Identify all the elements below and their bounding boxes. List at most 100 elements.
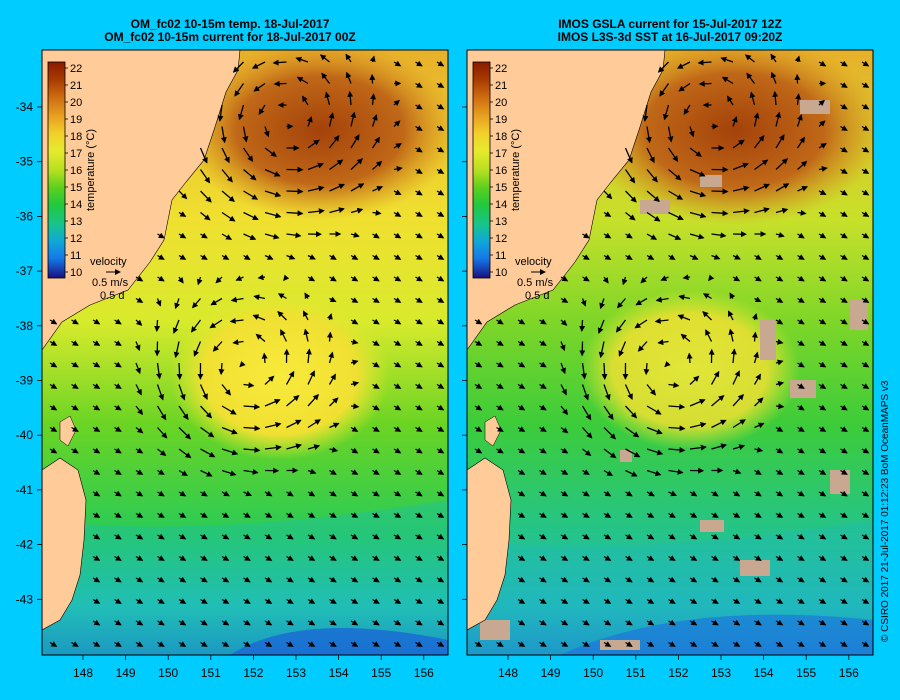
- current-arrow: [307, 419, 321, 429]
- current-arrow: [178, 576, 187, 583]
- current-arrow: [200, 598, 208, 604]
- current-arrow: [114, 641, 122, 647]
- current-arrow: [436, 189, 445, 196]
- current-arrow: [92, 641, 101, 647]
- current-arrow: [415, 619, 423, 626]
- current-arrow: [689, 398, 706, 407]
- current-arrow: [634, 319, 648, 329]
- current-arrow: [582, 576, 590, 583]
- current-arrow: [372, 490, 380, 497]
- current-arrow: [560, 512, 569, 518]
- current-arrow: [646, 448, 664, 456]
- current-arrow: [818, 211, 827, 217]
- current-arrow: [114, 512, 122, 518]
- current-arrow: [157, 576, 165, 583]
- current-arrow: [754, 533, 762, 540]
- current-arrow: [302, 310, 309, 321]
- current-arrow: [560, 384, 567, 396]
- current-arrow: [200, 533, 208, 540]
- current-arrow: [286, 598, 294, 604]
- current-arrow: [328, 351, 334, 364]
- current-arrow: [243, 446, 261, 453]
- current-arrow: [307, 393, 319, 407]
- velocity-speed: 0.5 m/s: [92, 277, 129, 289]
- current-arrow: [560, 469, 569, 475]
- current-arrow: [732, 370, 740, 385]
- right-map: [467, 50, 873, 655]
- current-arrow: [200, 211, 211, 221]
- current-arrow: [667, 126, 674, 143]
- current-arrow: [539, 533, 547, 540]
- current-arrow: [840, 404, 848, 411]
- current-arrow: [415, 82, 423, 88]
- current-arrow: [560, 555, 569, 561]
- current-arrow: [114, 383, 122, 389]
- current-arrow: [775, 254, 784, 260]
- current-arrow: [797, 297, 805, 303]
- current-arrow: [601, 362, 608, 380]
- current-arrow: [393, 490, 402, 497]
- current-arrow: [178, 533, 187, 540]
- current-arrow: [582, 512, 590, 518]
- current-arrow: [775, 447, 784, 454]
- current-arrow: [92, 318, 101, 325]
- current-arrow: [243, 598, 251, 604]
- current-arrow: [329, 159, 344, 171]
- current-arrow: [560, 405, 569, 416]
- current-arrow: [797, 490, 805, 497]
- current-arrow: [840, 297, 848, 303]
- colorbar-tick-label: 12: [70, 233, 82, 245]
- current-arrow: [307, 555, 316, 561]
- velocity-duration: 0.5 d: [525, 290, 549, 302]
- australia-coast-left: [42, 50, 241, 351]
- current-arrow: [580, 362, 587, 380]
- current-arrow: [797, 576, 805, 583]
- current-arrow: [221, 448, 239, 456]
- current-arrow: [369, 55, 376, 63]
- current-arrow: [702, 310, 712, 321]
- current-arrow: [415, 189, 423, 196]
- current-arrow: [840, 598, 848, 604]
- current-arrow: [307, 598, 316, 604]
- current-arrow: [302, 95, 309, 106]
- current-arrow: [264, 444, 282, 451]
- current-arrow: [474, 318, 483, 325]
- current-arrow: [625, 641, 633, 647]
- current-arrow: [581, 384, 590, 401]
- current-arrow: [582, 641, 590, 647]
- current-arrow: [668, 512, 676, 518]
- current-arrow: [326, 331, 333, 342]
- current-arrow: [517, 619, 526, 626]
- current-arrow: [350, 619, 359, 626]
- current-arrow: [199, 384, 208, 400]
- current-arrow: [797, 254, 805, 260]
- current-arrow: [217, 104, 224, 122]
- current-arrow: [415, 297, 423, 303]
- current-arrow: [243, 425, 261, 432]
- current-arrow: [242, 126, 249, 143]
- current-arrow: [840, 189, 848, 196]
- colorbar-tick-label: 20: [70, 97, 82, 109]
- current-arrow: [221, 254, 230, 260]
- current-arrow: [861, 512, 870, 518]
- current-arrow: [668, 233, 682, 240]
- current-arrow: [200, 232, 208, 239]
- current-arrow: [436, 254, 445, 260]
- current-arrow: [155, 362, 162, 380]
- current-arrow: [517, 555, 526, 561]
- current-arrow: [307, 185, 325, 192]
- current-arrow: [727, 310, 734, 321]
- current-arrow: [660, 275, 669, 281]
- current-arrow: [861, 318, 870, 325]
- current-arrow: [732, 533, 741, 540]
- current-arrow: [668, 446, 686, 453]
- current-arrow: [840, 533, 848, 540]
- current-arrow: [711, 619, 719, 626]
- current-arrow: [264, 233, 280, 240]
- current-arrow: [603, 405, 614, 421]
- current-arrow: [840, 555, 848, 561]
- current-arrow: [436, 232, 445, 239]
- current-arrow: [114, 555, 122, 561]
- current-arrow: [744, 54, 755, 63]
- lon-tick-label: 152: [668, 666, 688, 680]
